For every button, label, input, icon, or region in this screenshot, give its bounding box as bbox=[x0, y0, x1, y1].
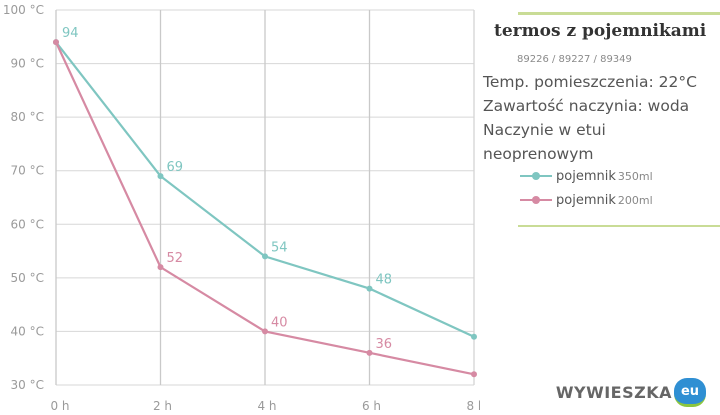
x-tick-label: 2 h bbox=[153, 399, 172, 413]
data-label: 94 bbox=[62, 26, 79, 41]
y-tick-label: 100 °C bbox=[3, 3, 44, 17]
y-tick-label: 70 °C bbox=[11, 164, 44, 178]
y-tick-label: 30 °C bbox=[11, 378, 44, 392]
legend-unit: 200ml bbox=[617, 193, 653, 207]
legend-item-350ml: pojemnik 350ml bbox=[520, 164, 653, 188]
x-axis-ticks: 0 h 2 h 4 h 6 h 8 h bbox=[50, 399, 480, 413]
data-label: 69 bbox=[167, 160, 184, 175]
panel-title: termos z pojemnikami bbox=[494, 21, 707, 41]
data-point bbox=[262, 328, 268, 335]
data-point bbox=[366, 285, 373, 292]
y-tick-label: 80 °C bbox=[11, 110, 44, 124]
logo-text: WYWIESZKA bbox=[555, 383, 672, 402]
data-point bbox=[366, 349, 373, 356]
x-tick-label: 8 h bbox=[466, 399, 480, 413]
info-line: neoprenowym bbox=[483, 145, 594, 163]
brand-logo: WYWIESZKA eu bbox=[556, 378, 706, 407]
data-label: 40 bbox=[271, 315, 288, 330]
y-tick-label: 90 °C bbox=[11, 57, 44, 71]
data-point bbox=[157, 264, 164, 271]
info-text: Temp. pomieszczenia: 22°C Zawartość nacz… bbox=[483, 70, 697, 166]
legend-swatch bbox=[520, 196, 552, 204]
legend-item-200ml: pojemnik 200ml bbox=[520, 188, 653, 212]
data-point bbox=[262, 253, 268, 260]
grid bbox=[55, 9, 475, 386]
legend-label: pojemnik bbox=[556, 192, 616, 208]
y-axis-ticks: 100 °C 90 °C 80 °C 70 °C 60 °C 50 °C 40 °C 30 °… bbox=[3, 3, 44, 392]
data-labels: 946954483952403632 bbox=[62, 26, 393, 352]
data-point bbox=[471, 371, 477, 378]
legend-swatch bbox=[520, 172, 552, 180]
legend-label: pojemnik bbox=[556, 168, 616, 184]
line-chart: 100 °C 90 °C 80 °C 70 °C 60 °C 50 °C 40 °C 30 °… bbox=[3, 3, 480, 413]
data-point bbox=[471, 333, 477, 340]
data-label: 36 bbox=[376, 337, 393, 352]
x-tick-label: 0 h bbox=[50, 399, 69, 413]
data-label: 54 bbox=[271, 240, 288, 255]
y-tick-label: 50 °C bbox=[11, 271, 44, 285]
bottom-rule bbox=[518, 225, 720, 227]
y-tick-label: 60 °C bbox=[11, 217, 44, 231]
data-point bbox=[157, 173, 164, 180]
x-tick-label: 6 h bbox=[362, 399, 381, 413]
info-line: Zawartość naczynia: woda bbox=[483, 97, 690, 115]
x-tick-label: 4 h bbox=[257, 399, 276, 413]
legend-unit: 350ml bbox=[617, 169, 653, 183]
data-point bbox=[53, 39, 59, 46]
logo-badge: eu bbox=[674, 378, 706, 407]
product-codes: 89226 / 89227 / 89349 bbox=[517, 54, 632, 65]
legend: pojemnik 350ml pojemnik 200ml bbox=[520, 164, 653, 212]
info-line: Naczynie w etui bbox=[483, 121, 606, 139]
y-tick-label: 40 °C bbox=[11, 324, 44, 338]
data-label: 52 bbox=[167, 251, 184, 266]
info-line: Temp. pomieszczenia: 22°C bbox=[483, 73, 697, 91]
top-rule bbox=[518, 12, 720, 15]
series-layer bbox=[53, 39, 477, 378]
data-label: 48 bbox=[376, 273, 393, 288]
